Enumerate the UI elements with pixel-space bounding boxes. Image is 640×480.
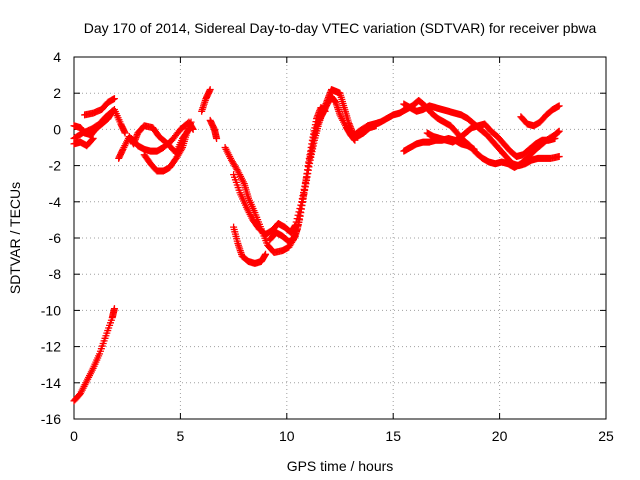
y-tick-label: -16 xyxy=(41,411,61,427)
data-point xyxy=(110,305,118,313)
data-points xyxy=(70,86,563,405)
series-track-l xyxy=(230,223,270,267)
series-track-h xyxy=(198,86,214,115)
y-tick-label: -6 xyxy=(49,230,62,246)
series-track-i xyxy=(206,116,221,142)
data-point xyxy=(470,145,478,153)
series-track-s xyxy=(70,305,118,405)
x-tick-label: 5 xyxy=(177,428,185,444)
chart-title: Day 170 of 2014, Sidereal Day-to-day VTE… xyxy=(84,20,597,36)
x-tick-label: 0 xyxy=(70,428,78,444)
data-point xyxy=(555,102,563,110)
series-track-g xyxy=(140,118,195,175)
data-point xyxy=(213,134,221,142)
series-track-a xyxy=(70,134,97,150)
data-point xyxy=(551,134,559,142)
series-track-f xyxy=(127,118,197,155)
data-point xyxy=(262,250,270,258)
y-tick-label: -4 xyxy=(49,194,62,210)
data-point xyxy=(110,95,118,103)
y-tick-label: 0 xyxy=(53,121,61,137)
data-point xyxy=(121,129,129,137)
data-point xyxy=(206,86,214,94)
y-tick-label: 4 xyxy=(53,49,61,65)
data-point xyxy=(555,153,563,161)
series-track-d xyxy=(81,95,118,119)
series-track-c xyxy=(70,105,129,142)
x-tick-label: 15 xyxy=(385,428,401,444)
y-tick-label: -12 xyxy=(41,339,61,355)
y-axis-label: SDTVAR / TECUs xyxy=(7,182,23,294)
data-point xyxy=(555,127,563,135)
series-track-e xyxy=(115,122,193,162)
data-point xyxy=(187,118,195,126)
y-tick-label: 2 xyxy=(53,85,61,101)
data-point xyxy=(178,145,186,153)
x-tick-label: 10 xyxy=(279,428,295,444)
y-tick-label: -10 xyxy=(41,302,61,318)
x-tick-label: 25 xyxy=(598,428,614,444)
x-axis-label: GPS time / hours xyxy=(287,458,394,474)
series-track-r xyxy=(517,102,563,130)
series-track-q xyxy=(423,120,559,161)
y-tick-label: -14 xyxy=(41,375,61,391)
y-tick-label: -8 xyxy=(49,266,62,282)
y-tick-label: -2 xyxy=(49,158,62,174)
x-tick-label: 20 xyxy=(492,428,508,444)
series-track-m xyxy=(266,86,380,246)
series-track-o xyxy=(400,100,563,170)
data-point xyxy=(89,134,97,142)
